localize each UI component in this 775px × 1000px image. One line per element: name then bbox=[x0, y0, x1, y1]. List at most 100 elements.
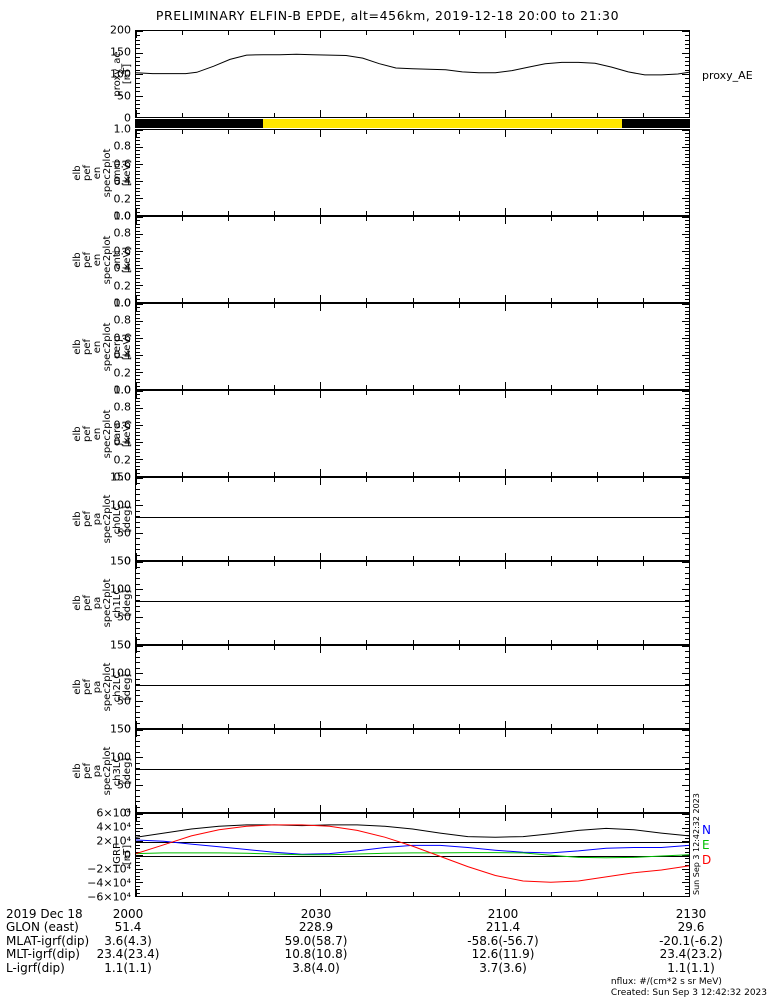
axis-tick bbox=[685, 344, 689, 346]
axis-tick bbox=[685, 438, 689, 440]
axis-tick-x bbox=[228, 724, 230, 728]
axis-tick bbox=[136, 834, 140, 836]
axis-tick-x bbox=[274, 298, 276, 302]
axis-tick-x bbox=[642, 730, 644, 734]
y-tick-label: 0.4 bbox=[113, 261, 132, 275]
axis-tick bbox=[682, 855, 689, 856]
axis-tick-x bbox=[366, 730, 368, 734]
axis-tick bbox=[682, 164, 689, 165]
axis-tick bbox=[685, 567, 689, 569]
y-tick-label: 100 bbox=[110, 582, 131, 596]
axis-tick-x bbox=[642, 472, 644, 476]
axis-tick-x bbox=[689, 814, 690, 821]
axis-tick-x bbox=[320, 304, 322, 311]
axis-tick bbox=[136, 35, 140, 37]
axis-tick-x bbox=[596, 646, 598, 650]
axis-tick-x bbox=[412, 385, 414, 389]
axis-tick bbox=[136, 418, 140, 420]
axis-tick bbox=[682, 130, 689, 131]
reference-line bbox=[136, 856, 689, 857]
axis-tick-x bbox=[550, 640, 552, 644]
axis-tick bbox=[682, 391, 689, 392]
axis-tick bbox=[136, 201, 140, 203]
annotation-row-label: L-igrf(dip) bbox=[6, 960, 65, 975]
axis-tick-x bbox=[504, 217, 506, 224]
axis-tick bbox=[136, 257, 140, 259]
axis-tick-x bbox=[182, 113, 184, 117]
axis-tick bbox=[136, 74, 143, 75]
y-tick-label: 0.2 bbox=[113, 192, 132, 206]
axis-tick bbox=[136, 757, 143, 759]
axis-tick bbox=[685, 455, 689, 457]
en-anti-axis-title: elb pef en spec2plot anti [keV] bbox=[72, 216, 133, 303]
axis-tick bbox=[685, 324, 689, 326]
axis-tick-x bbox=[689, 130, 690, 137]
axis-tick-x bbox=[550, 562, 552, 566]
axis-tick bbox=[685, 875, 689, 877]
axis-tick bbox=[685, 385, 689, 387]
axis-tick bbox=[136, 288, 140, 290]
axis-tick bbox=[682, 532, 689, 534]
axis-tick-x bbox=[550, 130, 552, 134]
axis-tick bbox=[136, 510, 140, 512]
axis-tick-x bbox=[274, 391, 276, 395]
y-tick-label: 0 bbox=[124, 806, 131, 820]
axis-tick-x bbox=[642, 391, 644, 395]
axis-tick bbox=[136, 442, 143, 443]
axis-tick bbox=[136, 194, 140, 196]
axis-tick bbox=[685, 717, 689, 719]
axis-tick-x bbox=[689, 637, 690, 644]
axis-tick bbox=[682, 442, 689, 443]
axis-tick bbox=[136, 488, 140, 490]
axis-tick bbox=[136, 108, 140, 110]
axis-tick-x bbox=[458, 304, 460, 308]
axis-tick bbox=[136, 230, 140, 232]
axis-tick-x bbox=[366, 724, 368, 728]
axis-tick bbox=[685, 82, 689, 84]
axis-tick bbox=[682, 478, 689, 479]
axis-tick-x bbox=[228, 478, 230, 482]
axis-tick bbox=[136, 401, 140, 403]
axis-tick bbox=[685, 751, 689, 753]
annotation-cell: 3.6(4.3) bbox=[104, 933, 152, 948]
axis-tick-x bbox=[596, 211, 598, 215]
axis-tick bbox=[136, 428, 140, 430]
y-tick-label: 200 bbox=[110, 23, 131, 37]
axis-tick bbox=[136, 184, 140, 186]
axis-tick bbox=[685, 878, 689, 880]
y-tick-label: 0.6 bbox=[113, 418, 132, 432]
axis-tick bbox=[136, 298, 140, 300]
axis-tick-x bbox=[274, 472, 276, 476]
axis-tick bbox=[136, 872, 140, 874]
axis-tick bbox=[685, 516, 689, 518]
axis-tick bbox=[136, 651, 140, 653]
axis-tick bbox=[136, 86, 140, 88]
axis-tick bbox=[136, 499, 140, 501]
axis-tick-x bbox=[320, 469, 322, 476]
axis-tick bbox=[685, 208, 689, 210]
axis-tick-x bbox=[320, 110, 322, 117]
axis-tick-x bbox=[642, 298, 644, 302]
axis-tick-x bbox=[642, 385, 644, 389]
axis-tick bbox=[685, 488, 689, 490]
legend-item-e: E bbox=[702, 838, 710, 852]
axis-tick-x bbox=[596, 730, 598, 734]
annotation-table: 2019 Dec 18 2000 2030 2100 2130 GLON (east) 51… bbox=[6, 907, 771, 975]
annotation-row: 2019 Dec 18 2000 2030 2100 2130 bbox=[6, 907, 771, 921]
axis-tick bbox=[685, 801, 689, 803]
axis-tick bbox=[685, 510, 689, 512]
axis-tick bbox=[136, 889, 140, 891]
axis-tick-x bbox=[182, 814, 184, 818]
axis-tick bbox=[136, 837, 140, 839]
axis-tick-x bbox=[136, 562, 137, 569]
axis-tick-x bbox=[550, 724, 552, 728]
axis-tick-x bbox=[412, 31, 414, 35]
axis-tick bbox=[136, 773, 140, 775]
en-omni-axis-title-line: [keV] bbox=[122, 159, 133, 186]
axis-tick-x bbox=[412, 640, 414, 644]
axis-tick bbox=[685, 240, 689, 242]
axis-tick-x bbox=[642, 556, 644, 560]
axis-tick bbox=[682, 562, 689, 563]
axis-tick-x bbox=[504, 391, 506, 398]
